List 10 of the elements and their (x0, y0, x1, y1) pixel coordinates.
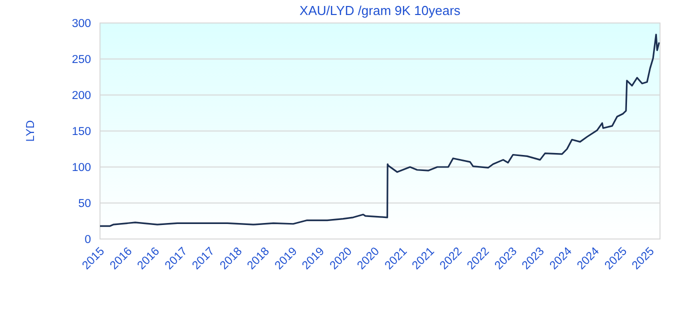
y-tick-label: 300 (72, 18, 91, 30)
y-axis-title: LYD (25, 120, 38, 142)
line-series (99, 34, 660, 227)
y-tick-label: 0 (84, 234, 91, 246)
y-tick-label: 150 (72, 126, 91, 138)
y-tick-label: 50 (78, 198, 91, 210)
y-tick-label: 200 (72, 90, 91, 102)
chart-title: XAU/LYD /gram 9K 10years (300, 3, 461, 18)
y-tick-label: 100 (72, 162, 91, 174)
y-tick-label: 250 (72, 54, 91, 66)
